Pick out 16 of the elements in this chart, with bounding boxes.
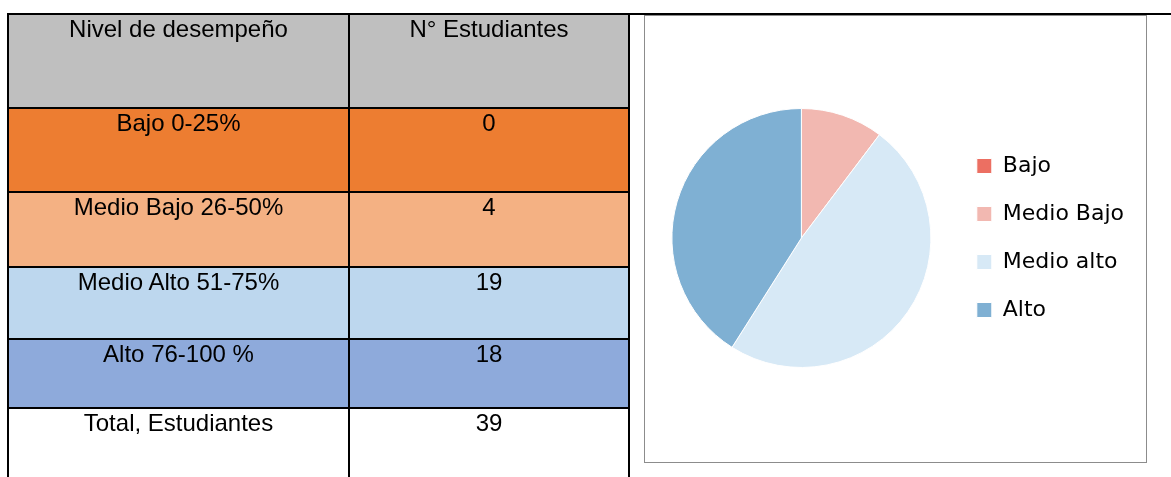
legend-label: Medio Bajo <box>1002 199 1125 225</box>
category-label: Medio Bajo 26-50% <box>73 193 284 220</box>
category-label: Bajo 0-25% <box>116 109 241 136</box>
legend-label: Alto <box>1002 295 1047 321</box>
category-label: Medio Alto 51-75% <box>77 268 280 295</box>
data-label: 0 <box>482 109 496 136</box>
legend-label: Medio alto <box>1002 247 1118 273</box>
data-label: 4 <box>482 193 496 220</box>
category-label: Total, Estudiantes <box>83 409 274 436</box>
data-label: 39 <box>475 409 503 436</box>
category-label: Alto 76-100 % <box>103 340 254 367</box>
data-label: 19 <box>475 268 503 295</box>
legend-label: Bajo <box>1002 151 1051 177</box>
text: N° Estudiantes <box>409 15 569 42</box>
data-label: 18 <box>475 340 503 367</box>
text: Nivel de desempeño <box>69 15 288 42</box>
